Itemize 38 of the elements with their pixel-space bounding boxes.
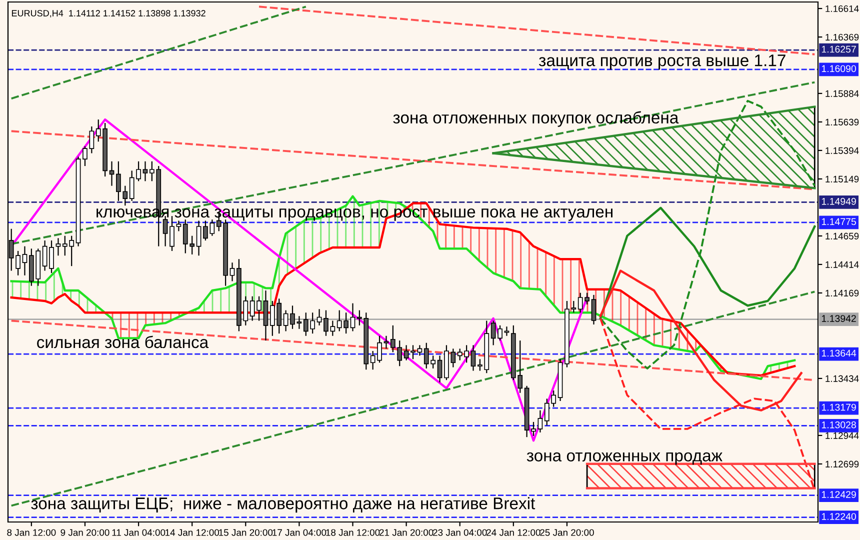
ref-line-label: 1.12240 (822, 513, 856, 520)
ref-line-label: 1.12429 (822, 491, 856, 498)
y-tick-label: 1.15884 (826, 90, 859, 97)
y-tick-label: 1.16369 (826, 34, 859, 41)
annotation: зона отложенных продаж (526, 452, 722, 465)
y-tick-label: 1.15149 (826, 176, 859, 182)
ref-line-label: 1.16257 (822, 46, 856, 53)
ref-line-label: 1.13028 (822, 421, 856, 428)
text: EURUSD,H4 1.14112 1.14152 1.13898 1.13932 (12, 10, 206, 18)
ref-line-label: 1.14775 (822, 218, 856, 226)
annotation: защита против роста выше 1.17 (538, 54, 786, 70)
x-tick-label: 24 Jan 12:00 (486, 529, 540, 536)
y-tick-label: 1.15394 (826, 147, 859, 154)
ref-line-label: 1.16090 (822, 65, 856, 72)
y-tick-label: 1.12699 (826, 460, 859, 468)
ref-line-label: 1.14949 (822, 198, 856, 205)
ref-line-label: 1.13942 (822, 315, 856, 322)
y-tick-label: 1.12944 (826, 432, 859, 439)
y-tick-label: 1.14659 (826, 232, 859, 240)
y-tick-label: 1.14169 (826, 290, 859, 296)
ref-line-label: 1.13179 (822, 404, 856, 411)
y-tick-label: 1.15639 (826, 118, 859, 126)
x-tick-label: 11 Jan 04:00 (112, 529, 166, 536)
ref-line-label: 1.13644 (822, 350, 856, 357)
annotation: зона защиты ЕЦБ; ниже - маловероятно даже на негативе Brexit (31, 497, 536, 513)
x-tick-label: 21 Jan 20:00 (379, 529, 434, 536)
x-tick-label: 8 Jan 12:00 (7, 529, 56, 536)
x-tick-label: 9 Jan 20:00 (60, 529, 110, 536)
y-tick-label: 1.16614 (826, 5, 859, 12)
x-tick-label: 15 Jan 20:00 (219, 529, 273, 536)
x-tick-label: 18 Jan 12:00 (326, 529, 380, 536)
x-tick-label: 17 Jan 04:00 (272, 529, 326, 536)
y-tick-label: 1.13434 (826, 375, 859, 382)
y-tick-label: 1.14414 (826, 261, 859, 268)
x-tick-label: 25 Jan 20:00 (540, 529, 594, 536)
annotation: сильная зона баланса (37, 336, 209, 348)
x-tick-label: 23 Jan 04:00 (433, 529, 487, 536)
x-tick-label: 14 Jan 12:00 (166, 529, 220, 536)
